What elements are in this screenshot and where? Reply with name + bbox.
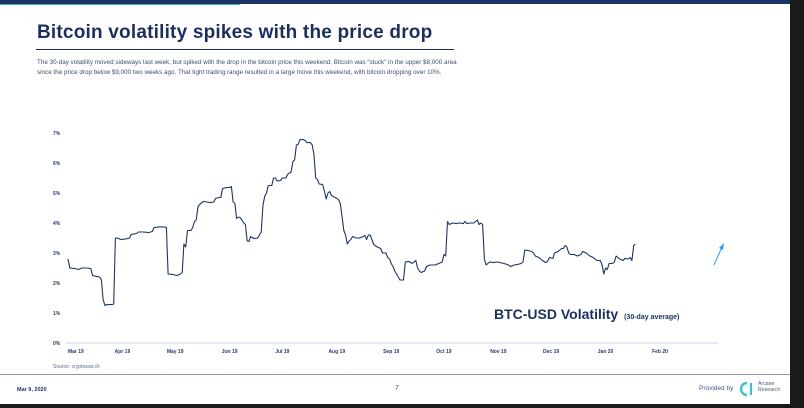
y-tick-label: 0%: [53, 341, 61, 347]
x-tick-label: Jan 20: [598, 349, 614, 355]
series-line-volatility: [67, 139, 636, 307]
volatility-chart: 0% 1% 2% 3% 4% 5% 6% 7% Mar 19 Apr 19 May 19 Jun 1…: [53, 131, 724, 355]
page-number: 7: [395, 385, 399, 392]
top-accent-stripe: [0, 4, 240, 5]
chart-title: BTC-USD Volatility (30-day average): [494, 306, 679, 322]
x-tick-label: Dec 19: [543, 349, 559, 355]
trend-arrow-icon: [713, 243, 724, 266]
brand-line-2: Research: [758, 387, 781, 394]
x-tick-label: Mar 19: [68, 349, 84, 355]
x-tick-label: Jun 19: [222, 349, 238, 355]
chart-title-main: BTC-USD Volatility: [494, 306, 619, 322]
trend-arrow-shaft: [713, 246, 723, 266]
slide: Bitcoin volatility spikes with the price…: [0, 0, 790, 404]
x-tick-label: Sep 19: [383, 349, 399, 355]
y-tick-label: 7%: [53, 131, 61, 137]
x-tick-label: Nov 19: [490, 349, 507, 355]
slide-description: The 30-day volatility moved sideways las…: [37, 59, 457, 76]
brand-line-1: Arcane: [758, 381, 775, 387]
slide-title: Bitcoin volatility spikes with the price…: [37, 22, 433, 43]
y-tick-label: 2%: [53, 281, 61, 287]
top-accent-bar: [0, 0, 790, 4]
footer-divider: [0, 374, 790, 375]
x-tick-label: May 19: [167, 349, 184, 355]
x-tick-label: Feb 20: [652, 349, 668, 355]
footer-date: Mar 9, 2020: [17, 387, 47, 393]
trend-arrow-head: [719, 243, 724, 250]
y-axis-ticks: 0% 1% 2% 3% 4% 5% 6% 7%: [53, 131, 61, 347]
y-tick-label: 5%: [53, 191, 61, 197]
arcane-logo-icon: [739, 381, 753, 397]
x-tick-label: Apr 19: [115, 349, 131, 355]
x-axis-ticks: Mar 19 Apr 19 May 19 Jun 19 Jul 19 Aug 19 Sep …: [68, 349, 668, 355]
chart-title-subtitle: (30-day average): [624, 314, 680, 321]
y-tick-label: 3%: [53, 251, 61, 257]
y-tick-label: 6%: [53, 161, 61, 167]
brand-name: Arcane Research: [758, 381, 780, 394]
provided-by-label: Provided by: [699, 385, 734, 392]
x-tick-label: Oct 19: [436, 349, 452, 355]
source-note: Source: cryptowat.ch: [53, 364, 100, 370]
x-tick-label: Jul 19: [275, 349, 289, 355]
y-tick-label: 1%: [53, 311, 61, 317]
title-divider: [36, 49, 454, 50]
y-tick-label: 4%: [53, 221, 61, 227]
x-tick-label: Aug 19: [328, 349, 345, 355]
